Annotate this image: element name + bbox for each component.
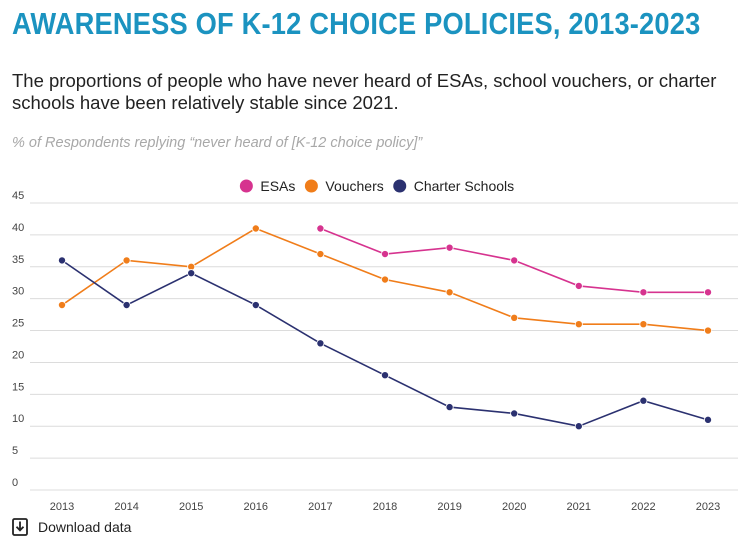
legend-swatch-vouchers <box>304 179 318 193</box>
data-point-vouchers <box>380 275 389 284</box>
y-tick-label: 20 <box>12 349 24 361</box>
data-point-vouchers <box>704 326 713 335</box>
download-data-label: Download data <box>38 519 132 535</box>
data-point-esas <box>380 250 389 259</box>
download-data-button[interactable]: Download data <box>12 516 131 538</box>
legend-label-charter-schools: Charter Schools <box>414 178 514 194</box>
data-point-charter-schools <box>639 396 648 405</box>
data-point-esas <box>639 288 648 297</box>
x-tick-label: 2018 <box>373 501 397 510</box>
data-point-vouchers <box>445 288 454 297</box>
data-point-vouchers <box>251 224 260 233</box>
y-tick-label: 10 <box>12 413 24 425</box>
legend-swatch-charter-schools <box>393 179 407 193</box>
y-tick-label: 0 <box>12 477 18 489</box>
data-point-charter-schools <box>445 403 454 412</box>
data-point-esas <box>316 224 325 233</box>
legend-label-esas: ESAs <box>260 178 295 194</box>
legend-swatch-esas <box>239 179 253 193</box>
y-tick-label: 15 <box>12 381 24 393</box>
data-point-charter-schools <box>187 269 196 278</box>
data-point-vouchers <box>122 256 131 265</box>
data-point-charter-schools <box>316 339 325 348</box>
chart-note: % of Respondents replying “never heard o… <box>12 135 423 151</box>
data-point-vouchers <box>639 320 648 329</box>
x-tick-label: 2013 <box>50 501 74 510</box>
y-tick-label: 30 <box>12 286 24 298</box>
y-tick-label: 45 <box>12 190 24 202</box>
x-axis: 2013 2014 2015 2016 2017 2018 2019 2020 2021 2022… <box>50 501 720 510</box>
data-point-esas <box>704 288 713 297</box>
grid-lines <box>30 202 738 491</box>
x-tick-label: 2022 <box>631 501 655 510</box>
x-tick-label: 2016 <box>244 501 268 510</box>
x-tick-label: 2019 <box>437 501 461 510</box>
data-point-charter-schools <box>704 415 713 424</box>
data-point-esas <box>445 243 454 252</box>
chart-title: AWARENESS OF K-12 CHOICE POLICIES, 2013-… <box>12 6 701 41</box>
data-point-charter-schools <box>380 371 389 380</box>
y-tick-label: 5 <box>12 445 18 457</box>
data-point-vouchers <box>58 301 67 310</box>
series-lines <box>61 227 709 428</box>
data-point-vouchers <box>510 313 519 322</box>
legend: ESAs Vouchers Charter Schools <box>239 178 514 194</box>
data-point-esas <box>510 256 519 265</box>
data-point-esas <box>574 281 583 290</box>
data-point-vouchers <box>316 250 325 259</box>
y-tick-label: 35 <box>12 254 24 266</box>
chart-subtitle: The proportions of people who have never… <box>12 70 717 113</box>
legend-item-esas: ESAs <box>239 178 295 194</box>
x-tick-label: 2023 <box>696 501 720 510</box>
line-chart: ESAs Vouchers Charter Schools 0 5 10 15 20 25 30… <box>12 178 738 510</box>
legend-label-vouchers: Vouchers <box>325 178 383 194</box>
x-tick-label: 2015 <box>179 501 203 510</box>
y-axis: 0 5 10 15 20 25 30 35 40 45 <box>12 190 24 489</box>
x-tick-label: 2020 <box>502 501 526 510</box>
data-point-charter-schools <box>58 256 67 265</box>
legend-item-charter-schools: Charter Schools <box>393 178 514 194</box>
data-point-charter-schools <box>122 301 131 310</box>
data-point-vouchers <box>574 320 583 329</box>
y-tick-label: 40 <box>12 222 24 234</box>
data-point-charter-schools <box>574 422 583 431</box>
y-tick-label: 25 <box>12 318 24 330</box>
download-icon <box>12 518 28 536</box>
legend-item-vouchers: Vouchers <box>304 178 384 194</box>
series-points <box>58 224 713 431</box>
x-tick-label: 2014 <box>114 501 138 510</box>
x-tick-label: 2017 <box>308 501 332 510</box>
series-line-charter-schools <box>61 259 709 428</box>
x-tick-label: 2021 <box>567 501 591 510</box>
data-point-charter-schools <box>510 409 519 418</box>
data-point-charter-schools <box>251 301 260 310</box>
